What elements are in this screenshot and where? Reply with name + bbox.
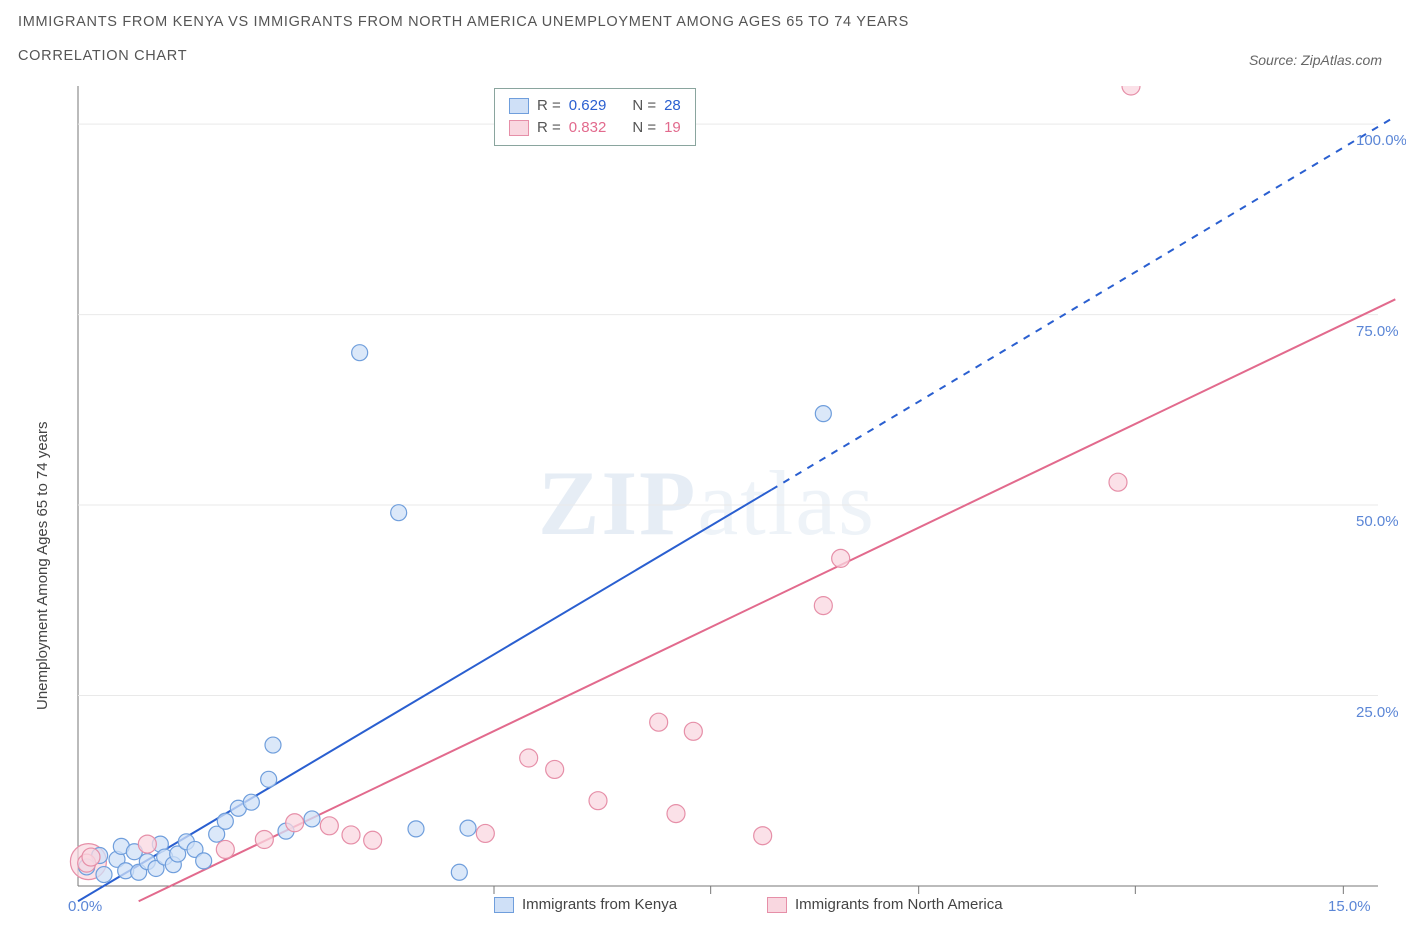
data-point [754,827,772,845]
data-point [391,505,407,521]
data-point [82,848,100,866]
data-point [364,831,382,849]
data-point [352,345,368,361]
data-point [814,597,832,615]
data-point [342,826,360,844]
data-point [589,792,607,810]
legend-swatch [509,120,529,136]
data-point [815,406,831,422]
chart-area: ZIPatlas R = 0.629 N = 28 R = 0.832 N = … [18,86,1396,920]
y-tick-label: 75.0% [1356,323,1399,340]
y-tick-label: 25.0% [1356,704,1399,721]
y-axis-label: Unemployment Among Ages 65 to 74 years [34,421,51,710]
data-point [217,813,233,829]
correlation-stats-box: R = 0.629 N = 28 R = 0.832 N = 19 [494,88,696,146]
data-point [832,549,850,567]
data-point [684,722,702,740]
data-point [476,824,494,842]
data-point [196,853,212,869]
data-point [460,820,476,836]
data-point [520,749,538,767]
x-tick-label: 15.0% [1328,898,1371,915]
data-point [138,835,156,853]
data-point [216,840,234,858]
legend-swatch [767,897,787,913]
series-legend-kenya: Immigrants from Kenya [494,896,677,913]
x-tick-label: 0.0% [68,898,102,915]
data-point [304,811,320,827]
data-point [255,831,273,849]
chart-title: IMMIGRANTS FROM KENYA VS IMMIGRANTS FROM… [18,14,1406,30]
data-point [243,794,259,810]
data-point [546,760,564,778]
chart-subtitle: CORRELATION CHART [18,48,1406,64]
data-point [320,817,338,835]
data-point [286,814,304,832]
y-tick-label: 50.0% [1356,513,1399,530]
data-point [96,867,112,883]
scatter-plot [18,86,1396,920]
data-point [1109,473,1127,491]
stat-row: R = 0.832 N = 19 [509,117,681,139]
legend-swatch [509,98,529,114]
data-point [1122,86,1140,95]
data-point [451,864,467,880]
y-tick-label: 100.0% [1356,132,1406,149]
series-legend-north-america: Immigrants from North America [767,896,1003,913]
stat-row: R = 0.629 N = 28 [509,95,681,117]
legend-swatch [494,897,514,913]
data-point [265,737,281,753]
source-attribution: Source: ZipAtlas.com [1249,52,1382,68]
data-point [667,805,685,823]
data-point [261,771,277,787]
data-point [650,713,668,731]
data-point [408,821,424,837]
